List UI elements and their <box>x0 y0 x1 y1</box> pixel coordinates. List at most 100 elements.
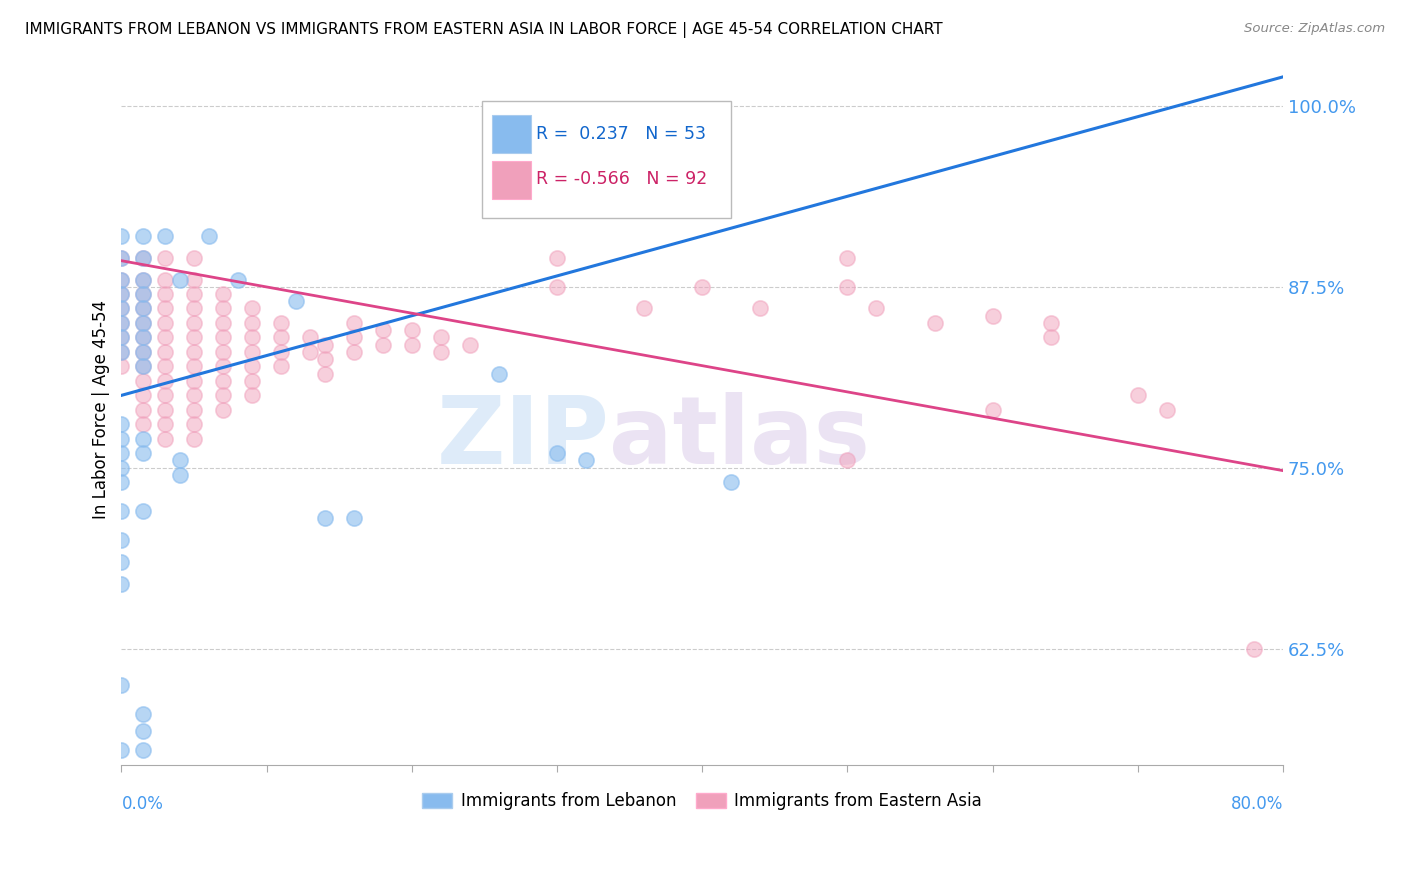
Point <box>343 345 366 359</box>
Point <box>343 511 366 525</box>
Point <box>546 279 568 293</box>
Point <box>633 301 655 316</box>
Point <box>212 374 235 388</box>
Point <box>270 345 292 359</box>
Point <box>240 388 263 402</box>
Point <box>371 323 394 337</box>
Point <box>212 287 235 301</box>
Point <box>226 272 249 286</box>
Point <box>132 446 155 460</box>
Point <box>132 251 155 265</box>
Point <box>1126 388 1149 402</box>
Point <box>153 345 176 359</box>
Point <box>132 432 155 446</box>
Point <box>169 467 191 482</box>
Point <box>110 330 132 344</box>
Point <box>981 309 1004 323</box>
Point <box>212 316 235 330</box>
Point <box>183 345 205 359</box>
Point <box>240 330 263 344</box>
Point <box>153 272 176 286</box>
Point <box>183 330 205 344</box>
Point <box>110 576 132 591</box>
Point <box>153 374 176 388</box>
Point <box>110 417 132 432</box>
Point <box>458 337 481 351</box>
Point <box>110 743 132 757</box>
Point <box>183 272 205 286</box>
Text: atlas: atlas <box>609 392 870 484</box>
Point <box>837 453 859 467</box>
Point <box>284 294 307 309</box>
FancyBboxPatch shape <box>481 102 731 219</box>
Point <box>110 678 132 692</box>
Point <box>110 432 132 446</box>
Point <box>1156 402 1178 417</box>
Point <box>153 251 176 265</box>
Point <box>132 272 155 286</box>
Point <box>110 287 132 301</box>
Point <box>749 301 772 316</box>
Point <box>169 453 191 467</box>
Point <box>110 251 132 265</box>
Point <box>212 301 235 316</box>
Point <box>153 301 176 316</box>
Point <box>132 504 155 518</box>
Point <box>270 359 292 374</box>
Point <box>299 330 322 344</box>
Point <box>270 316 292 330</box>
Point <box>343 330 366 344</box>
Point <box>488 367 510 381</box>
Text: ZIP: ZIP <box>436 392 609 484</box>
Point <box>110 446 132 460</box>
Y-axis label: In Labor Force | Age 45-54: In Labor Force | Age 45-54 <box>93 301 110 519</box>
Point <box>110 345 132 359</box>
Point <box>110 272 132 286</box>
Point <box>240 316 263 330</box>
Point <box>110 229 132 244</box>
Point <box>132 229 155 244</box>
Point <box>153 388 176 402</box>
Point <box>183 316 205 330</box>
Point <box>132 272 155 286</box>
Point <box>837 251 859 265</box>
Point <box>343 316 366 330</box>
Point <box>183 301 205 316</box>
Point <box>153 287 176 301</box>
Point <box>132 301 155 316</box>
Point <box>183 287 205 301</box>
Point <box>371 337 394 351</box>
Point <box>212 359 235 374</box>
Legend: Immigrants from Lebanon, Immigrants from Eastern Asia: Immigrants from Lebanon, Immigrants from… <box>416 785 988 816</box>
Point <box>1039 316 1062 330</box>
Text: 0.0%: 0.0% <box>121 795 163 814</box>
Point <box>132 287 155 301</box>
Point <box>153 316 176 330</box>
Point <box>430 330 453 344</box>
Point <box>153 229 176 244</box>
Text: R = -0.566   N = 92: R = -0.566 N = 92 <box>536 170 707 188</box>
Point <box>132 316 155 330</box>
Point <box>240 345 263 359</box>
Point <box>110 345 132 359</box>
Point <box>132 316 155 330</box>
Point <box>110 504 132 518</box>
Point <box>401 323 423 337</box>
Point <box>132 287 155 301</box>
Text: Source: ZipAtlas.com: Source: ZipAtlas.com <box>1244 22 1385 36</box>
Point <box>183 359 205 374</box>
Point <box>132 724 155 739</box>
FancyBboxPatch shape <box>492 115 531 153</box>
Point <box>110 301 132 316</box>
Point <box>212 402 235 417</box>
Point <box>132 345 155 359</box>
Point <box>153 359 176 374</box>
Point <box>132 330 155 344</box>
Point <box>132 301 155 316</box>
Point <box>132 345 155 359</box>
Point <box>132 402 155 417</box>
Point <box>110 555 132 569</box>
Point <box>132 330 155 344</box>
Text: IMMIGRANTS FROM LEBANON VS IMMIGRANTS FROM EASTERN ASIA IN LABOR FORCE | AGE 45-: IMMIGRANTS FROM LEBANON VS IMMIGRANTS FR… <box>25 22 943 38</box>
Point <box>183 432 205 446</box>
